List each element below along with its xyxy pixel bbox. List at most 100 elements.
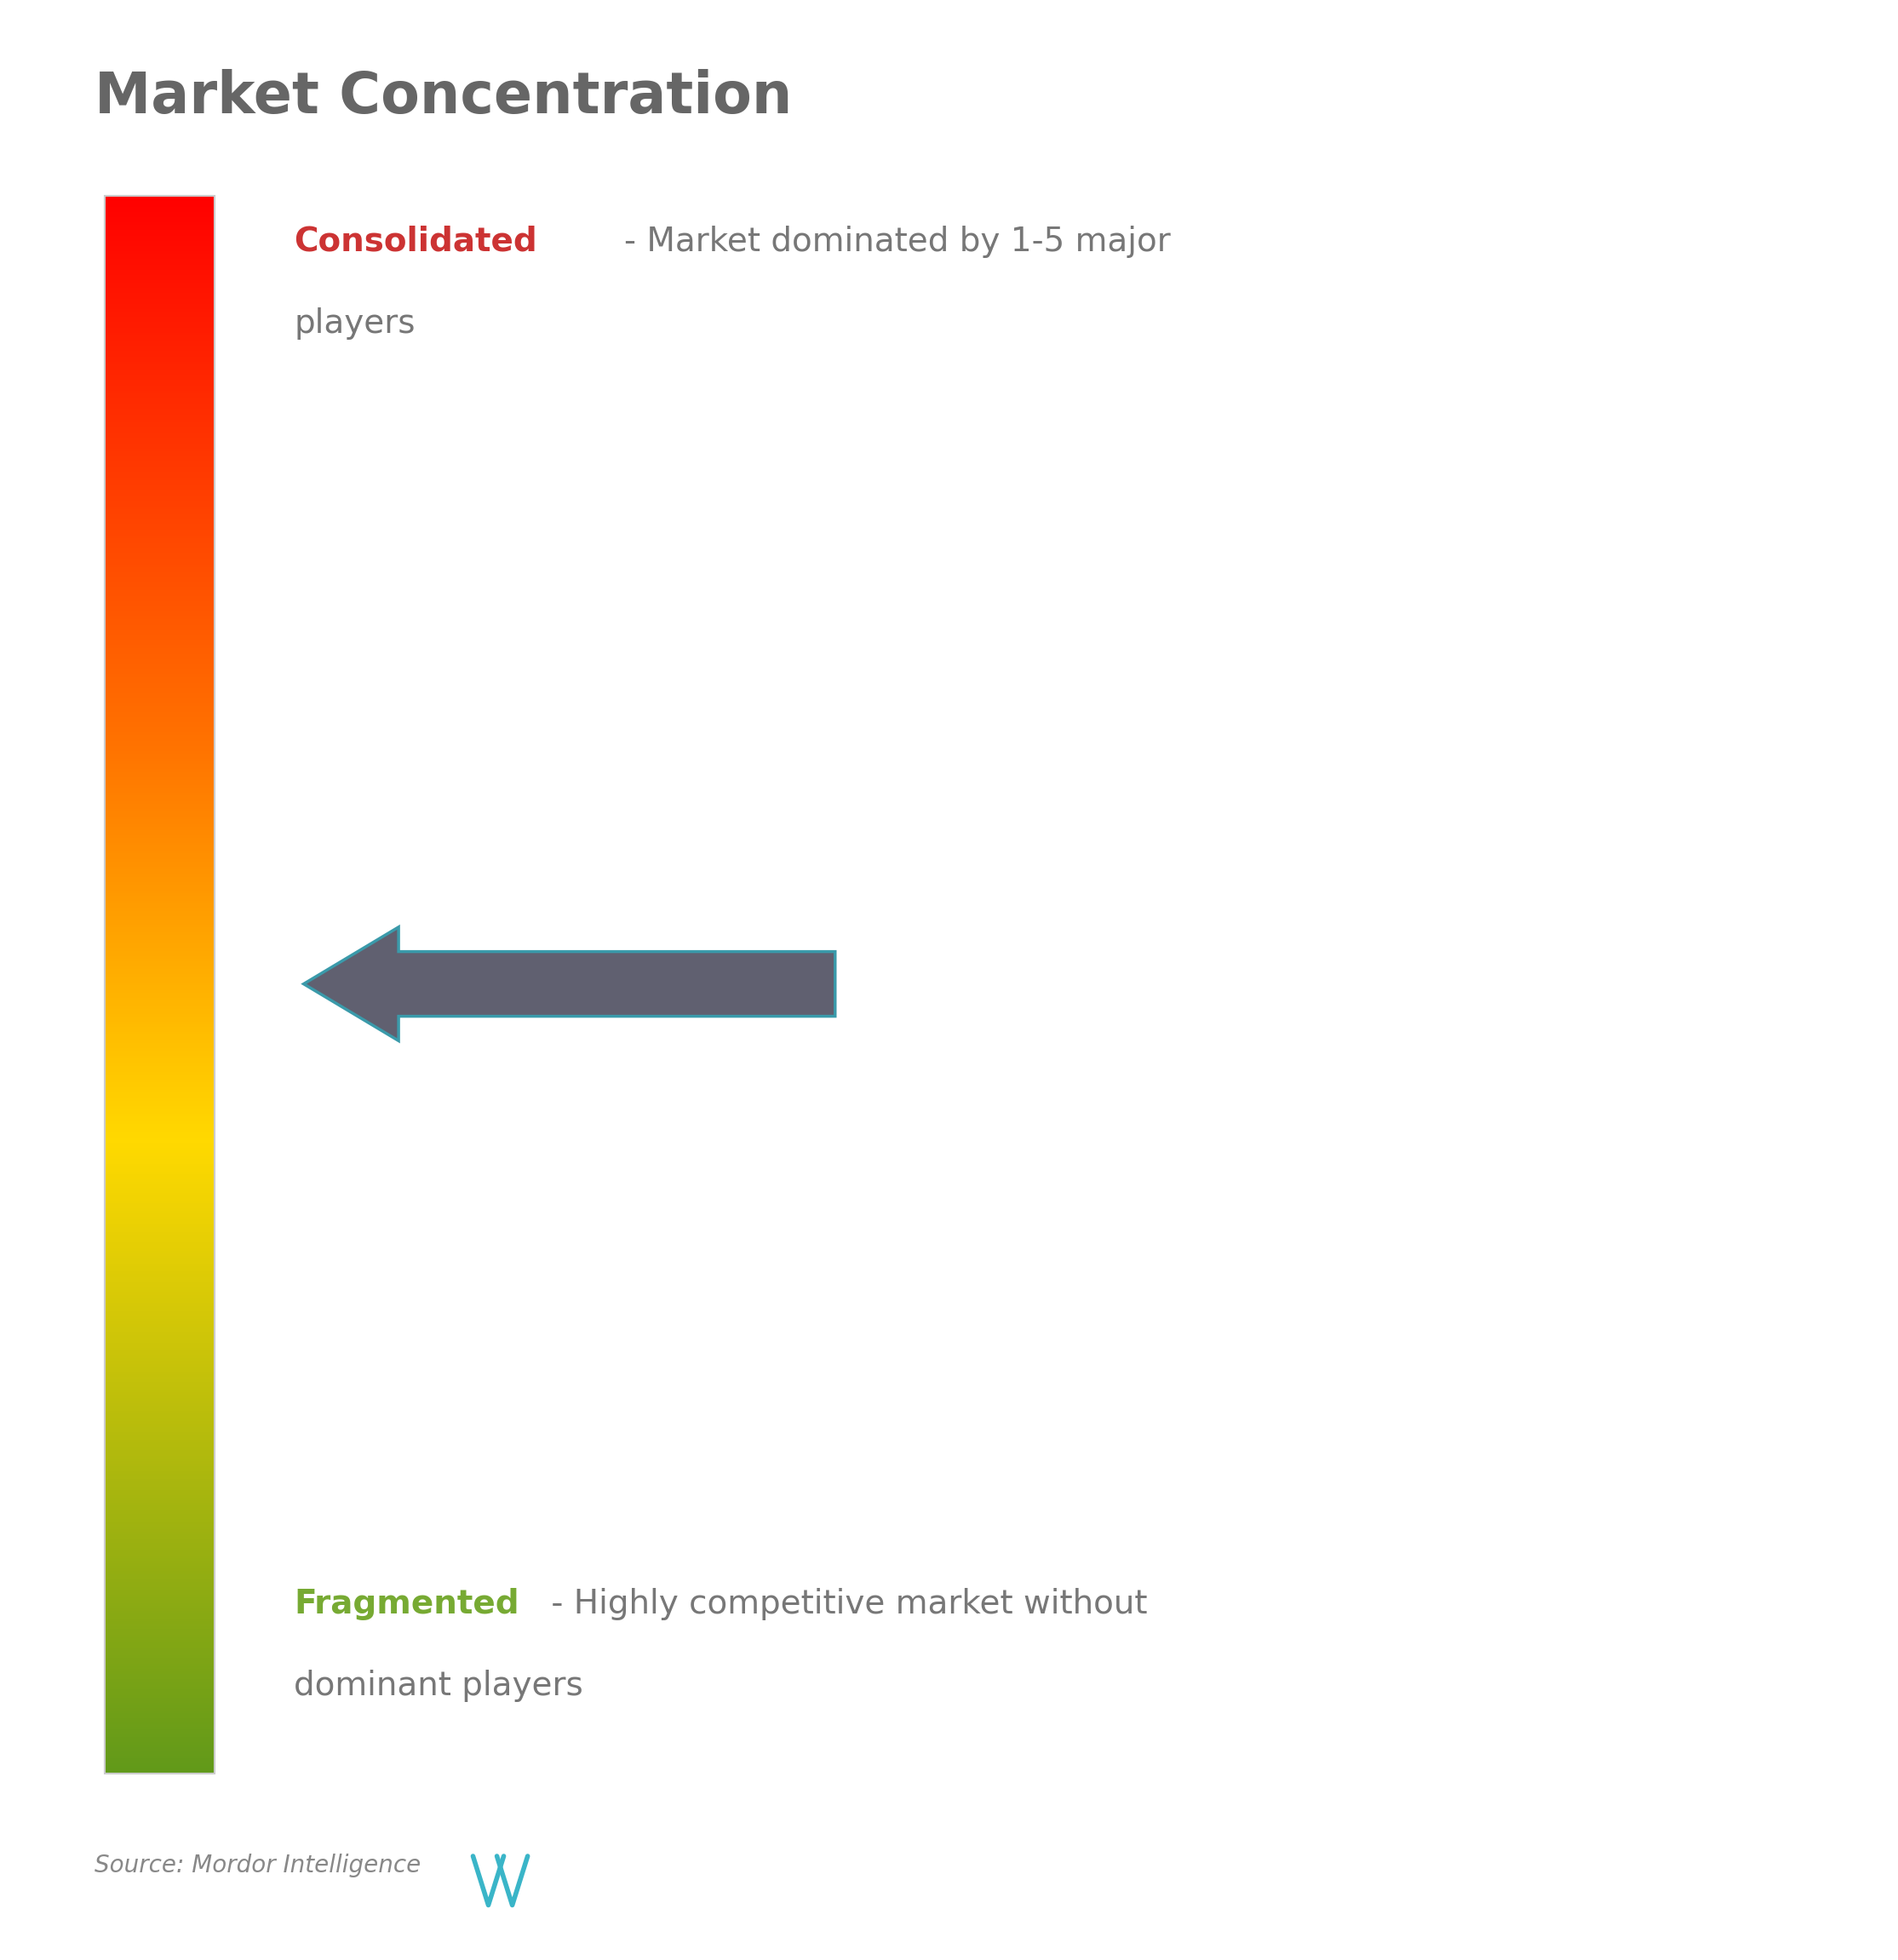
- Bar: [104, 510, 214, 512]
- Bar: [104, 1280, 214, 1282]
- Bar: [104, 1233, 214, 1235]
- Bar: [104, 257, 214, 259]
- Bar: [104, 1499, 214, 1503]
- Bar: [104, 1533, 214, 1535]
- Bar: [104, 711, 214, 713]
- Bar: [104, 1603, 214, 1605]
- Bar: [104, 1566, 214, 1568]
- Bar: [104, 1164, 214, 1166]
- Bar: [104, 572, 214, 574]
- Bar: [104, 990, 214, 994]
- Bar: [104, 1584, 214, 1588]
- Bar: [104, 1450, 214, 1452]
- Text: Source: Mordor Intelligence: Source: Mordor Intelligence: [95, 1854, 421, 1878]
- Bar: [104, 425, 214, 427]
- Bar: [104, 1268, 214, 1272]
- Bar: [104, 1041, 214, 1043]
- Bar: [104, 688, 214, 690]
- Bar: [104, 1049, 214, 1051]
- Bar: [104, 410, 214, 412]
- Bar: [104, 768, 214, 772]
- Bar: [104, 202, 214, 204]
- Bar: [104, 1556, 214, 1558]
- Bar: [104, 1472, 214, 1474]
- Bar: [104, 1568, 214, 1572]
- Bar: [104, 1468, 214, 1472]
- Bar: [104, 729, 214, 733]
- Bar: [104, 1582, 214, 1584]
- Bar: [104, 1403, 214, 1405]
- Bar: [104, 1011, 214, 1013]
- Bar: [104, 1660, 214, 1664]
- Bar: [104, 1737, 214, 1740]
- Bar: [104, 1576, 214, 1580]
- Bar: [104, 1656, 214, 1658]
- Bar: [104, 1541, 214, 1543]
- Bar: [104, 1650, 214, 1652]
- Bar: [104, 394, 214, 396]
- Bar: [104, 872, 214, 874]
- Bar: [104, 1290, 214, 1292]
- Bar: [104, 1074, 214, 1076]
- Bar: [104, 804, 214, 806]
- Bar: [104, 735, 214, 737]
- Bar: [104, 1327, 214, 1329]
- Bar: [104, 1550, 214, 1552]
- Bar: [104, 794, 214, 796]
- Bar: [104, 1329, 214, 1333]
- Bar: [104, 1152, 214, 1156]
- Bar: [104, 1017, 214, 1019]
- Bar: [104, 1260, 214, 1264]
- Bar: [104, 1072, 214, 1074]
- Bar: [104, 398, 214, 402]
- Bar: [104, 913, 214, 917]
- Bar: [104, 582, 214, 586]
- Bar: [104, 559, 214, 561]
- Bar: [104, 588, 214, 590]
- Bar: [104, 314, 214, 318]
- Bar: [104, 964, 214, 966]
- Bar: [104, 741, 214, 743]
- Bar: [104, 943, 214, 945]
- Bar: [104, 566, 214, 570]
- Bar: [104, 1227, 214, 1229]
- Bar: [104, 1156, 214, 1158]
- Bar: [104, 704, 214, 706]
- Bar: [104, 1607, 214, 1611]
- Bar: [104, 280, 214, 282]
- Bar: [104, 1690, 214, 1691]
- Bar: [104, 1697, 214, 1699]
- Bar: [104, 321, 214, 325]
- Bar: [104, 1413, 214, 1417]
- Bar: [104, 506, 214, 510]
- Bar: [104, 786, 214, 788]
- Bar: [104, 933, 214, 935]
- Bar: [104, 1264, 214, 1266]
- Bar: [104, 212, 214, 214]
- Bar: [104, 372, 214, 374]
- Bar: [104, 935, 214, 937]
- Bar: [104, 1490, 214, 1492]
- Bar: [104, 1192, 214, 1196]
- Bar: [104, 1151, 214, 1152]
- Bar: [104, 1243, 214, 1245]
- Bar: [104, 1417, 214, 1419]
- Bar: [104, 668, 214, 672]
- Bar: [104, 319, 214, 321]
- Bar: [104, 1456, 214, 1458]
- Bar: [104, 1009, 214, 1011]
- Bar: [104, 1513, 214, 1517]
- Bar: [104, 465, 214, 466]
- Bar: [104, 435, 214, 437]
- Bar: [104, 1719, 214, 1721]
- Bar: [104, 1364, 214, 1366]
- Bar: [104, 1090, 214, 1094]
- Bar: [104, 227, 214, 229]
- Bar: [104, 966, 214, 968]
- Bar: [104, 1599, 214, 1603]
- Bar: [104, 445, 214, 449]
- Bar: [104, 1225, 214, 1227]
- Bar: [104, 1335, 214, 1337]
- Bar: [104, 1772, 214, 1774]
- Bar: [104, 1374, 214, 1376]
